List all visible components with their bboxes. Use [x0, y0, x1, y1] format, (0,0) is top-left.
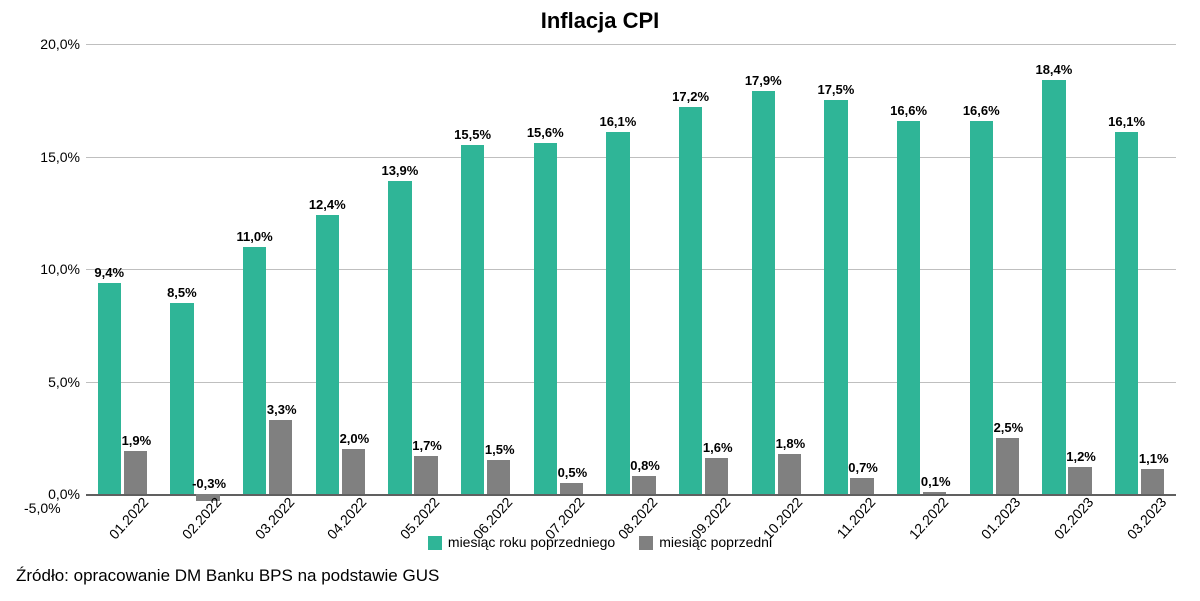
bar-label-yoy: 16,1%	[1107, 114, 1146, 129]
category-group: 17,9% 1,8%	[740, 44, 813, 494]
bar-yoy	[170, 303, 193, 494]
bar-label-mom: 1,2%	[1058, 449, 1103, 464]
bar-yoy	[243, 247, 266, 495]
y-tick-negative: -5,0%	[24, 500, 61, 516]
bar-mom	[632, 476, 655, 494]
bar-yoy	[679, 107, 702, 494]
bar-label-yoy: 15,6%	[526, 125, 565, 140]
bar-label-mom: 0,1%	[913, 474, 958, 489]
bar-label-yoy: 16,6%	[962, 103, 1001, 118]
bar-mom	[124, 451, 147, 494]
bar-label-yoy: 16,6%	[889, 103, 928, 118]
bar-label-mom: 1,9%	[114, 433, 159, 448]
y-tick-label: 20,0%	[40, 36, 80, 52]
legend-item: miesiąc poprzedni	[639, 534, 772, 550]
chart-area: 0,0%5,0%10,0%15,0%20,0% 9,4%1,9%8,5%-0,3…	[24, 44, 1186, 494]
chart-title: Inflacja CPI	[0, 0, 1200, 34]
bar-label-mom: 0,8%	[622, 458, 667, 473]
bar-label-yoy: 17,5%	[816, 82, 855, 97]
bar-label-mom: 1,7%	[404, 438, 449, 453]
bar-label-yoy: 16,1%	[598, 114, 637, 129]
bar-mom	[1141, 469, 1164, 494]
category-group: 12,4% 2,0%	[304, 44, 377, 494]
legend: miesiąc roku poprzedniego miesiąc poprzed…	[0, 534, 1200, 550]
bar-label-mom: 0,5%	[550, 465, 595, 480]
bar-mom	[342, 449, 365, 494]
bar-mom	[705, 458, 728, 494]
bar-mom	[414, 456, 437, 494]
category-group: 17,2% 1,6%	[667, 44, 740, 494]
bar-label-mom: 1,8%	[768, 436, 813, 451]
legend-label: miesiąc roku poprzedniego	[448, 534, 615, 550]
category-group: 13,9% 1,7%	[377, 44, 450, 494]
bar-mom	[996, 438, 1019, 494]
category-group: 15,6% 0,5%	[522, 44, 595, 494]
bar-mom	[560, 483, 583, 494]
bar-mom	[487, 460, 510, 494]
bar-yoy	[606, 132, 629, 494]
bar-yoy	[970, 121, 993, 495]
bar-label-yoy: 18,4%	[1034, 62, 1073, 77]
bar-label-yoy: 15,5%	[453, 127, 492, 142]
bar-mom	[1068, 467, 1091, 494]
legend-swatch	[428, 536, 442, 550]
bar-yoy	[98, 283, 121, 495]
category-group: 16,6% 0,1%	[885, 44, 958, 494]
y-tick-label: 5,0%	[48, 374, 80, 390]
x-axis-labels: 01.202202.202203.202204.202205.202206.20…	[86, 494, 1190, 564]
plot-area: 9,4%1,9%8,5%-0,3%11,0%3,3%12,4%2,0%13,9%…	[86, 44, 1176, 494]
y-tick-label: 15,0%	[40, 149, 80, 165]
bar-label-mom: 2,0%	[332, 431, 377, 446]
bar-label-yoy: 17,2%	[671, 89, 710, 104]
category-group: 15,5% 1,5%	[449, 44, 522, 494]
bar-mom	[778, 454, 801, 495]
bar-label-mom: 1,5%	[477, 442, 522, 457]
bar-yoy	[824, 100, 847, 494]
bar-yoy	[897, 121, 920, 495]
category-group: 16,6% 2,5%	[958, 44, 1031, 494]
bar-label-mom: 2,5%	[986, 420, 1031, 435]
bar-yoy	[316, 215, 339, 494]
category-group: 8,5% -0,3%	[159, 44, 232, 494]
legend-swatch	[639, 536, 653, 550]
bar-yoy	[1115, 132, 1138, 494]
bar-label-yoy: 12,4%	[308, 197, 347, 212]
legend-label: miesiąc poprzedni	[659, 534, 772, 550]
bar-yoy	[534, 143, 557, 494]
bar-mom	[850, 478, 873, 494]
category-group: 16,1% 0,8%	[595, 44, 668, 494]
category-group: 17,5% 0,7%	[813, 44, 886, 494]
y-tick-label: 10,0%	[40, 261, 80, 277]
category-group: 16,1% 1,1%	[1103, 44, 1176, 494]
category-group: 9,4% 1,9%	[86, 44, 159, 494]
bar-label-mom: -0,3%	[186, 476, 231, 491]
source-citation: Źródło: opracowanie DM Banku BPS na pods…	[16, 566, 439, 586]
bar-label-yoy: 13,9%	[380, 163, 419, 178]
bar-yoy	[752, 91, 775, 494]
bar-label-mom: 1,1%	[1131, 451, 1176, 466]
bar-label-yoy: 11,0%	[235, 229, 274, 244]
bar-label-yoy: 8,5%	[162, 285, 201, 300]
legend-item: miesiąc roku poprzedniego	[428, 534, 615, 550]
bar-mom	[269, 420, 292, 494]
bar-yoy	[1042, 80, 1065, 494]
bar-label-yoy: 17,9%	[744, 73, 783, 88]
bar-label-mom: 1,6%	[695, 440, 740, 455]
category-group: 18,4% 1,2%	[1031, 44, 1104, 494]
bar-label-yoy: 9,4%	[90, 265, 129, 280]
bar-label-mom: 3,3%	[259, 402, 304, 417]
y-axis: 0,0%5,0%10,0%15,0%20,0%	[24, 44, 86, 494]
bar-label-mom: 0,7%	[840, 460, 885, 475]
category-group: 11,0% 3,3%	[231, 44, 304, 494]
